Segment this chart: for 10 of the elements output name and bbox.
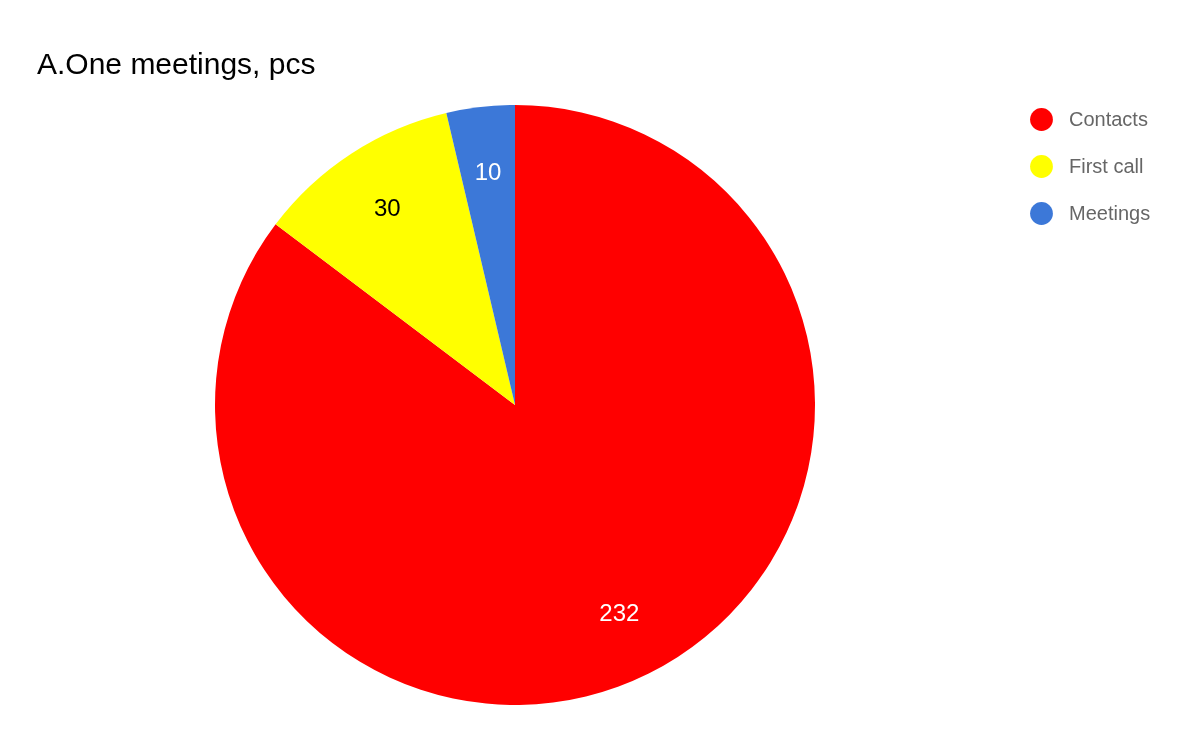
legend-label: First call — [1069, 154, 1144, 177]
legend-label: Meetings — [1069, 201, 1151, 224]
data-label: 10 — [474, 157, 502, 185]
data-label: 232 — [599, 599, 640, 627]
pie-slice — [275, 112, 515, 405]
legend-label: Contacts — [1069, 107, 1148, 130]
pie-slice — [446, 105, 515, 405]
chart-title: A.One meetings, pcs — [37, 47, 316, 80]
pie-slice — [215, 105, 815, 705]
data-label: 30 — [373, 193, 401, 221]
